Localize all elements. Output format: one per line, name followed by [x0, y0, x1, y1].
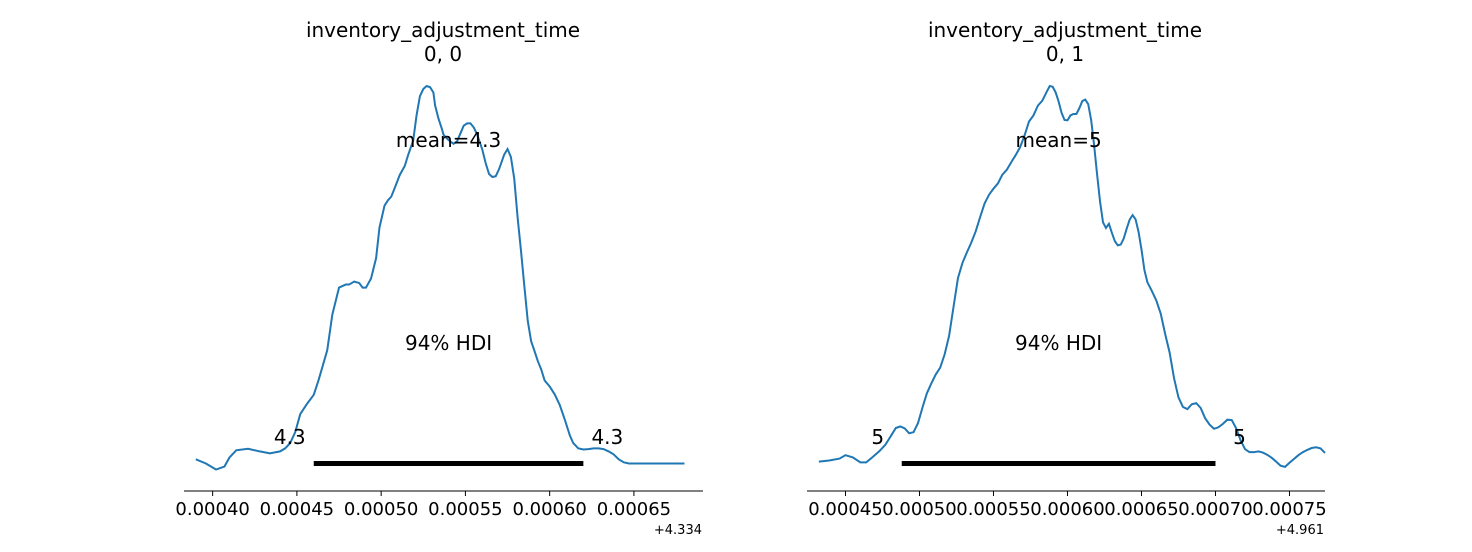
- panel-left: inventory_adjustment_time 0, 0 mean=4.3 …: [175, 18, 703, 538]
- x-tick-label: 0.00050: [882, 499, 956, 520]
- hdi-low-label: 5: [871, 425, 884, 449]
- x-tick-label: 0.00045: [260, 499, 334, 520]
- axis-offset-label: +4.961: [1276, 523, 1324, 538]
- hdi-high-label: 5: [1233, 425, 1246, 449]
- mean-label: mean=4.3: [396, 128, 501, 152]
- panel-title: inventory_adjustment_time: [306, 18, 580, 42]
- x-tick-label: 0.00055: [428, 499, 502, 520]
- x-tick-label: 0.00060: [512, 499, 586, 520]
- density-curve: [818, 84, 1326, 469]
- density-curve: [195, 84, 685, 471]
- x-tick-label: 0.00070: [1178, 499, 1252, 520]
- hdi-high-label: 4.3: [591, 425, 623, 449]
- axis-offset-label: +4.334: [654, 523, 702, 538]
- x-tick-label: 0.00040: [175, 499, 249, 520]
- hdi-label: 94% HDI: [1015, 331, 1102, 355]
- panel-title: inventory_adjustment_time: [928, 18, 1202, 42]
- panel-subtitle: 0, 0: [424, 42, 462, 66]
- x-tick-label: 0.00065: [1104, 499, 1178, 520]
- panel-right: inventory_adjustment_time 0, 1 mean=5 94…: [807, 18, 1327, 538]
- x-tick-label: 0.00065: [597, 499, 671, 520]
- mean-label: mean=5: [1015, 128, 1101, 152]
- x-axis-ticks: 0.00045 0.00050 0.00055 0.00060 0.00065 0.000…: [808, 491, 1327, 520]
- x-tick-label: 0.00045: [808, 499, 882, 520]
- x-tick-label: 0.00060: [1030, 499, 1104, 520]
- x-tick-label: 0.00055: [956, 499, 1030, 520]
- x-tick-label: 0.00050: [344, 499, 418, 520]
- x-axis-ticks: 0.00040 0.00045 0.00050 0.00055 0.00060 0.000…: [175, 491, 671, 520]
- x-tick-label: 0.00075: [1252, 499, 1326, 520]
- panel-subtitle: 0, 1: [1046, 42, 1084, 66]
- hdi-label: 94% HDI: [405, 331, 492, 355]
- hdi-low-label: 4.3: [274, 425, 306, 449]
